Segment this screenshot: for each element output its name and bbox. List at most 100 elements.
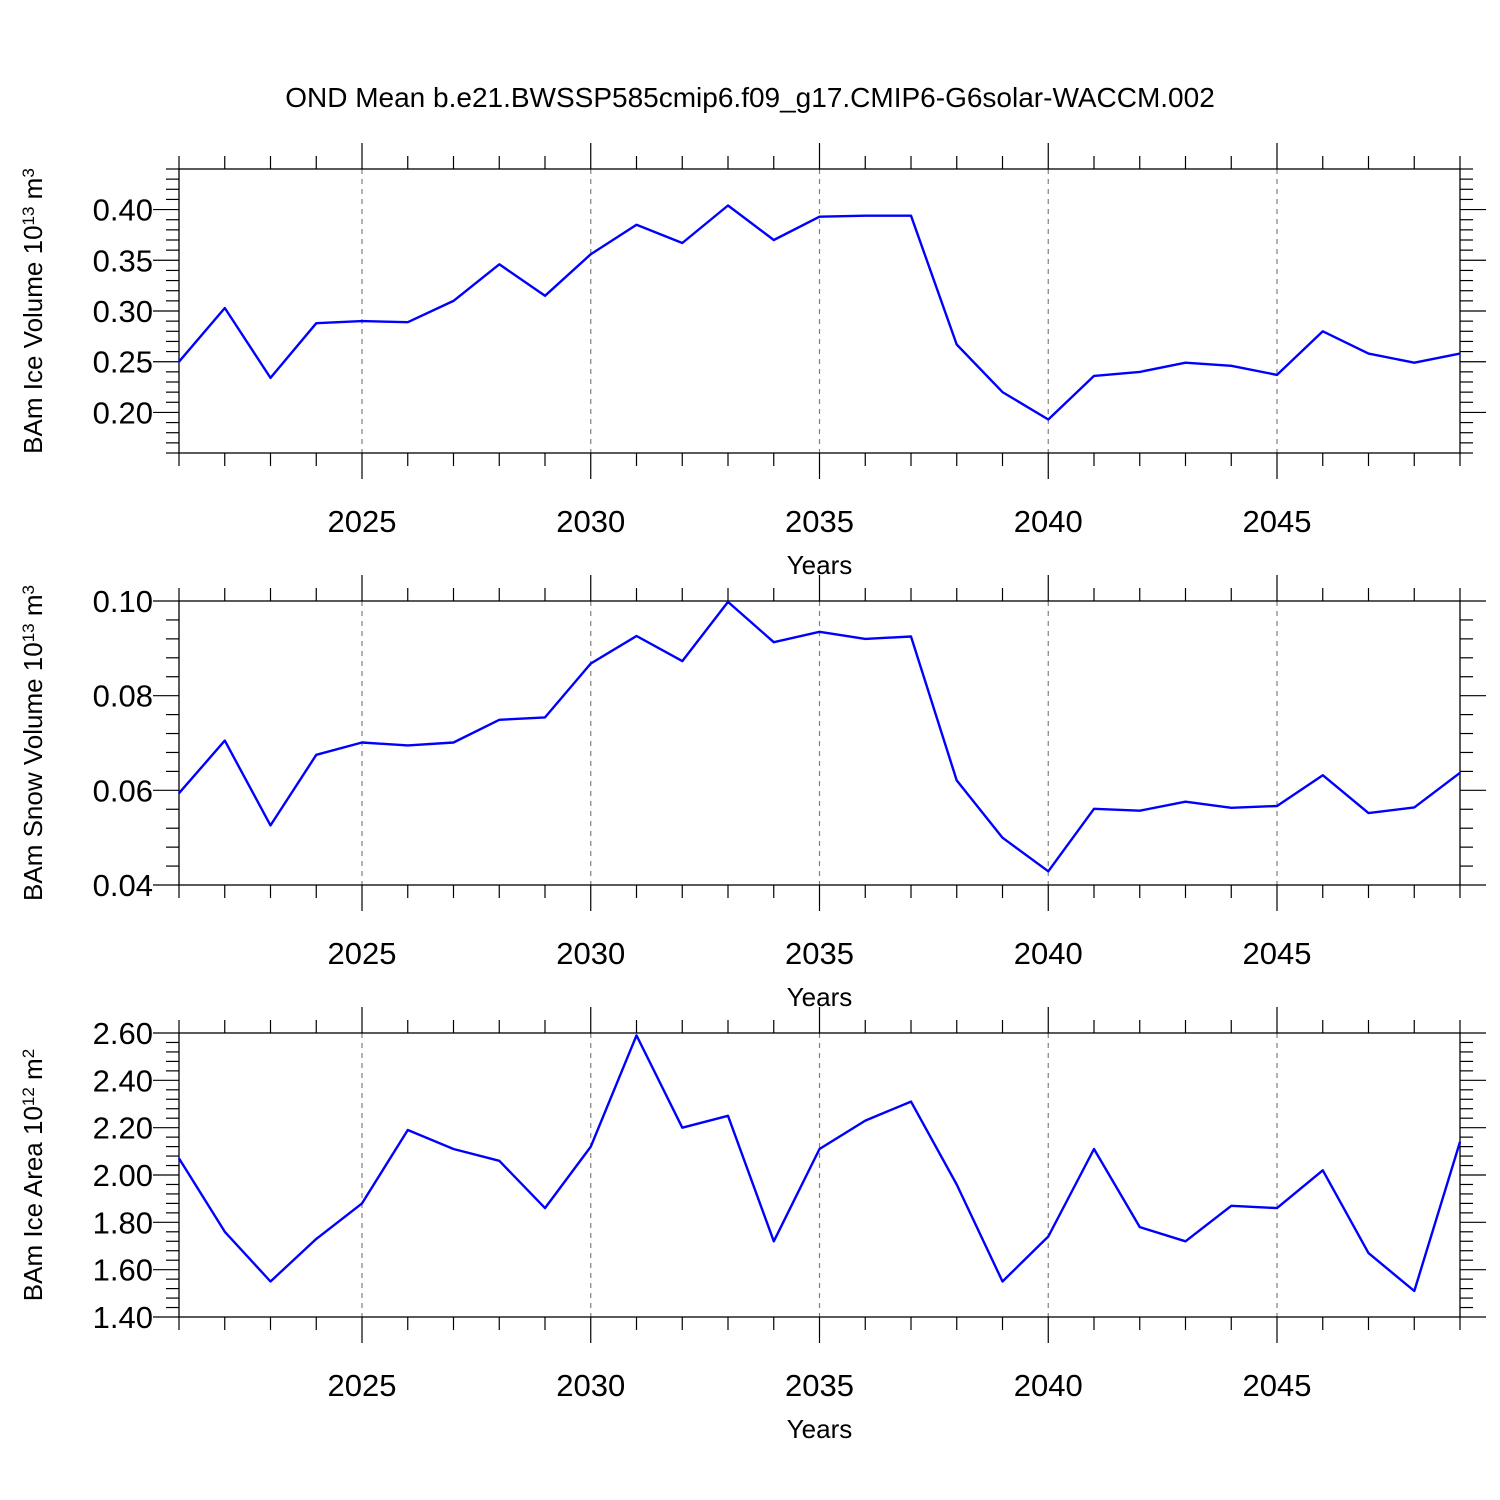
- y-tick-label: 1.60: [93, 1253, 153, 1288]
- y-axis-label-exponent: 13: [19, 623, 38, 642]
- data-point: [955, 1183, 958, 1186]
- data-point: [361, 741, 363, 744]
- data-point: [1367, 352, 1370, 355]
- data-point: [1413, 361, 1416, 364]
- y-axis-label-unit-exponent: 2: [19, 1049, 38, 1058]
- data-point: [589, 253, 592, 255]
- x-tick-label: 2025: [328, 1368, 397, 1403]
- data-point: [406, 321, 409, 323]
- data-point: [1093, 1148, 1095, 1150]
- data-point: [269, 1280, 272, 1283]
- data-point: [955, 343, 958, 346]
- y-tick-label: 0.04: [93, 868, 153, 903]
- data-point: [1184, 361, 1187, 364]
- data-point: [1230, 807, 1233, 809]
- y-tick-label: 0.10: [93, 584, 153, 619]
- data-point: [498, 719, 501, 721]
- data-point: [772, 239, 775, 241]
- data-point: [910, 214, 912, 217]
- y-axis-label-unit: m: [18, 1058, 48, 1087]
- panels: 0.20 0.25 0.30 0.35 0.40 2025 2030 2035 2040 2045…: [18, 143, 1486, 1444]
- x-tick-label: 2030: [556, 936, 625, 971]
- x-tick-label: 2030: [556, 1368, 625, 1403]
- data-point: [1459, 352, 1461, 355]
- x-tick-label: 2045: [1243, 504, 1312, 539]
- data-point: [178, 1157, 180, 1160]
- data-point: [315, 1238, 318, 1240]
- figure-title: OND Mean b.e21.BWSSP585cmip6.f09_g17.CMI…: [285, 82, 1215, 113]
- y-axis-label-unit: m: [18, 178, 48, 207]
- x-tick-label: 2035: [785, 1368, 854, 1403]
- x-tick-label: 2045: [1243, 1368, 1312, 1403]
- y-tick-label: 2.20: [93, 1111, 153, 1146]
- data-point: [1184, 800, 1187, 803]
- y-tick-label: 0.08: [93, 679, 153, 714]
- data-point: [452, 1148, 455, 1150]
- data-point: [818, 1148, 821, 1150]
- data-point: [727, 204, 729, 207]
- x-tick-label: 2025: [328, 504, 397, 539]
- data-point: [1230, 364, 1233, 367]
- x-tick-label: 2040: [1014, 504, 1083, 539]
- data-point: [1047, 418, 1050, 421]
- data-point: [223, 307, 226, 309]
- data-point: [223, 1231, 226, 1233]
- data-point: [1276, 805, 1278, 807]
- data-point: [589, 1145, 592, 1148]
- data-point: [544, 294, 546, 297]
- x-tick-label: 2040: [1014, 936, 1083, 971]
- y-axis-label-unit-exponent: 3: [19, 168, 38, 177]
- data-point: [1276, 1207, 1278, 1209]
- data-point: [452, 300, 455, 302]
- data-point: [772, 1240, 775, 1243]
- data-point: [1138, 1226, 1141, 1228]
- data-point: [1230, 1204, 1233, 1207]
- data-point: [864, 1119, 867, 1122]
- y-axis-label-unit-exponent: 3: [19, 585, 38, 594]
- data-point: [727, 1115, 729, 1117]
- data-point: [727, 601, 729, 603]
- data-point: [1413, 1290, 1416, 1292]
- data-point: [681, 660, 684, 662]
- y-axis-label: BAm Snow Volume 1013 m3: [18, 585, 48, 901]
- data-point: [1321, 330, 1324, 333]
- data-point: [1047, 870, 1050, 873]
- y-axis-label-text: BAm Snow Volume 10: [18, 642, 48, 901]
- y-axis-label-exponent: 12: [19, 1087, 38, 1106]
- data-point: [406, 1129, 409, 1131]
- data-point: [1001, 836, 1004, 839]
- data-point: [1276, 374, 1278, 376]
- data-point: [1321, 1169, 1324, 1172]
- y-tick-label: 0.25: [93, 345, 153, 380]
- x-tick-label: 2025: [328, 936, 397, 971]
- y-tick-label: 2.00: [93, 1158, 153, 1193]
- data-point: [1047, 1235, 1050, 1238]
- data-point: [1093, 807, 1095, 810]
- x-axis-label: Years: [787, 1414, 853, 1444]
- data-point: [1184, 1240, 1187, 1243]
- y-tick-label: 2.60: [93, 1016, 153, 1051]
- data-point: [1321, 774, 1324, 776]
- data-point: [269, 377, 272, 379]
- y-axis-label-exponent: 13: [19, 207, 38, 226]
- y-tick-label: 0.30: [93, 294, 153, 329]
- data-point: [361, 320, 363, 322]
- x-tick-label: 2045: [1243, 936, 1312, 971]
- y-tick-label: 2.40: [93, 1063, 153, 1098]
- data-point: [681, 242, 684, 244]
- data-point: [1138, 371, 1141, 373]
- data-point: [910, 635, 912, 638]
- data-point: [544, 1207, 546, 1209]
- data-point: [452, 741, 455, 744]
- data-point: [635, 635, 638, 637]
- panel-1: 0.20 0.25 0.30 0.35 0.40 2025 2030 2035 2040 2045…: [18, 143, 1486, 580]
- data-point: [178, 360, 180, 363]
- data-point: [498, 263, 501, 266]
- data-point: [818, 630, 821, 633]
- y-axis-label-text: BAm Ice Area 10: [18, 1106, 48, 1301]
- data-point: [1459, 1141, 1461, 1143]
- data-point: [910, 1100, 912, 1103]
- x-tick-label: 2035: [785, 504, 854, 539]
